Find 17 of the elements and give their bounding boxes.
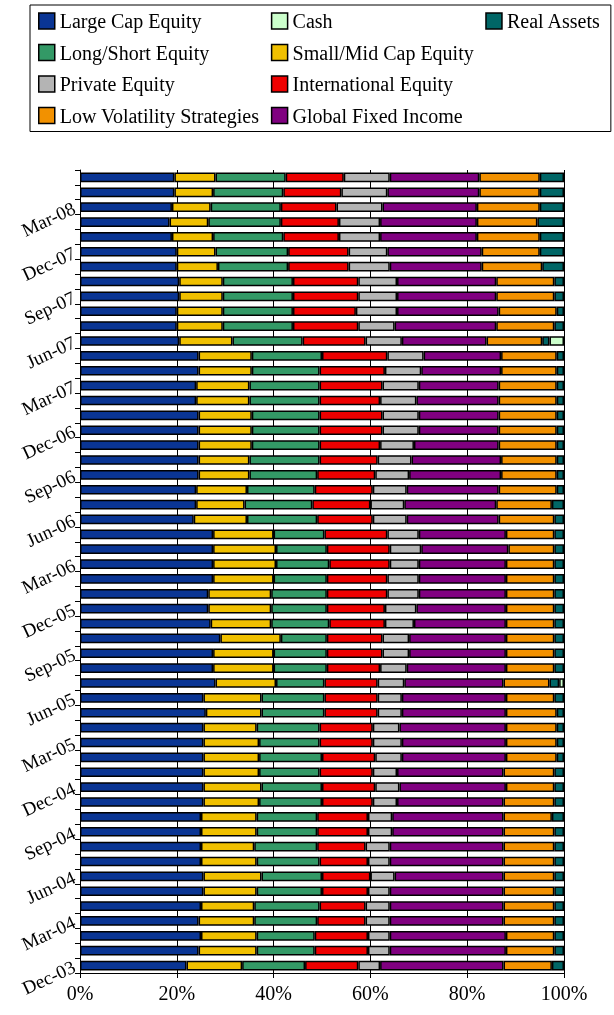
legend-label: Low Volatility Strategies xyxy=(59,104,260,128)
legend-label: International Equity xyxy=(292,73,454,96)
y-tick-label: Sep-05 xyxy=(20,643,79,686)
legend-label: Cash xyxy=(292,10,333,32)
x-tick-label: 100% xyxy=(540,982,588,1004)
x-tick-label: 80% xyxy=(448,982,486,1004)
legend-label: Small/Mid Cap Equity xyxy=(292,41,474,65)
x-tick-label: 60% xyxy=(352,982,389,1004)
y-tick-label: Jun-06 xyxy=(22,509,79,551)
legend-label: Real Assets xyxy=(506,10,600,32)
legend-label: Private Equity xyxy=(59,73,175,96)
legend-label: Long/Short Equity xyxy=(59,41,210,65)
legend-label: Global Fixed Income xyxy=(292,104,463,127)
x-tick-label: 40% xyxy=(255,982,292,1004)
legend-label: Large Cap Equity xyxy=(59,10,202,33)
x-tick-label: 20% xyxy=(158,982,196,1004)
y-tick-label: Jun-04 xyxy=(22,866,79,908)
